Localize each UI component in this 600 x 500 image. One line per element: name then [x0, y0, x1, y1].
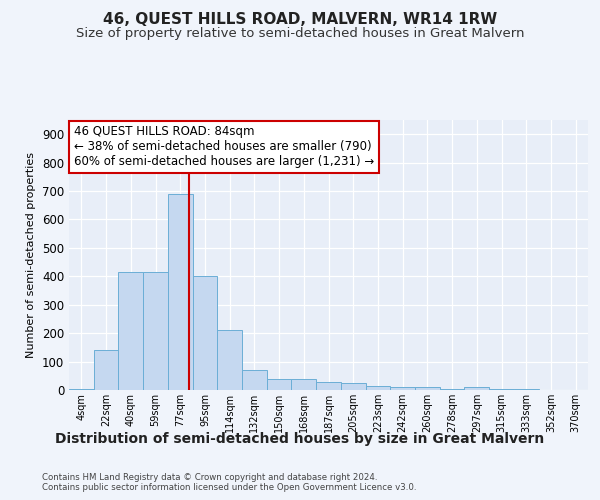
Bar — [341, 383, 365, 390]
Text: Distribution of semi-detached houses by size in Great Malvern: Distribution of semi-detached houses by … — [55, 432, 545, 446]
Bar — [143, 272, 168, 390]
Bar — [242, 370, 267, 390]
Bar — [489, 388, 514, 390]
Text: Size of property relative to semi-detached houses in Great Malvern: Size of property relative to semi-detach… — [76, 28, 524, 40]
Text: 46, QUEST HILLS ROAD, MALVERN, WR14 1RW: 46, QUEST HILLS ROAD, MALVERN, WR14 1RW — [103, 12, 497, 28]
Bar — [217, 330, 242, 390]
Bar — [94, 350, 118, 390]
Bar — [69, 388, 94, 390]
Bar — [193, 276, 217, 390]
Y-axis label: Number of semi-detached properties: Number of semi-detached properties — [26, 152, 37, 358]
Bar — [168, 194, 193, 390]
Text: 46 QUEST HILLS ROAD: 84sqm
← 38% of semi-detached houses are smaller (790)
60% o: 46 QUEST HILLS ROAD: 84sqm ← 38% of semi… — [74, 126, 374, 168]
Bar — [440, 388, 464, 390]
Bar — [316, 382, 341, 390]
Bar — [415, 386, 440, 390]
Bar — [292, 378, 316, 390]
Bar — [365, 386, 390, 390]
Bar — [464, 386, 489, 390]
Bar — [267, 378, 292, 390]
Bar — [118, 272, 143, 390]
Text: Contains public sector information licensed under the Open Government Licence v3: Contains public sector information licen… — [42, 484, 416, 492]
Bar — [390, 386, 415, 390]
Text: Contains HM Land Registry data © Crown copyright and database right 2024.: Contains HM Land Registry data © Crown c… — [42, 472, 377, 482]
